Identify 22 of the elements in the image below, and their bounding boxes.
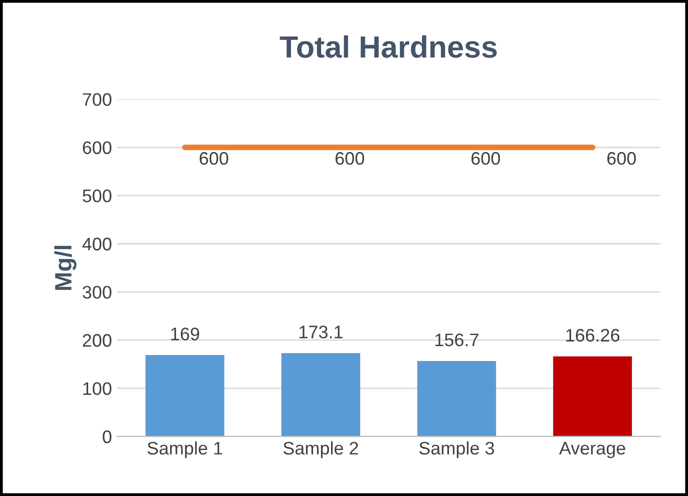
data-label: 169 — [171, 328, 200, 340]
y-tick-label: 600 — [82, 141, 112, 154]
y-tick-label: 100 — [83, 382, 112, 396]
data-label: 600 — [336, 152, 364, 165]
data-label: 600 — [200, 152, 228, 165]
y-tick-label: 0 — [102, 430, 112, 444]
x-tick-label: Average — [559, 442, 626, 458]
x-tick-label: Sample 3 — [419, 441, 494, 458]
y-tick-label: 400 — [82, 238, 112, 250]
y-tick-label: 200 — [82, 334, 112, 347]
data-label: 166.26 — [566, 328, 620, 342]
data-label: 600 — [607, 152, 636, 165]
x-tick-label: Sample 1 — [148, 441, 222, 458]
data-label: 156.7 — [435, 334, 478, 346]
data-label: 173.1 — [300, 326, 342, 338]
x-tick-label: Sample 2 — [283, 441, 358, 458]
chart-title: Total Hardness — [280, 35, 497, 58]
y-tick-label: 700 — [82, 93, 112, 106]
y-tick-label: 500 — [82, 190, 112, 202]
y-axis-title: Mg/l — [54, 246, 76, 290]
data-label: 600 — [471, 152, 500, 165]
y-tick-label: 300 — [82, 286, 112, 299]
